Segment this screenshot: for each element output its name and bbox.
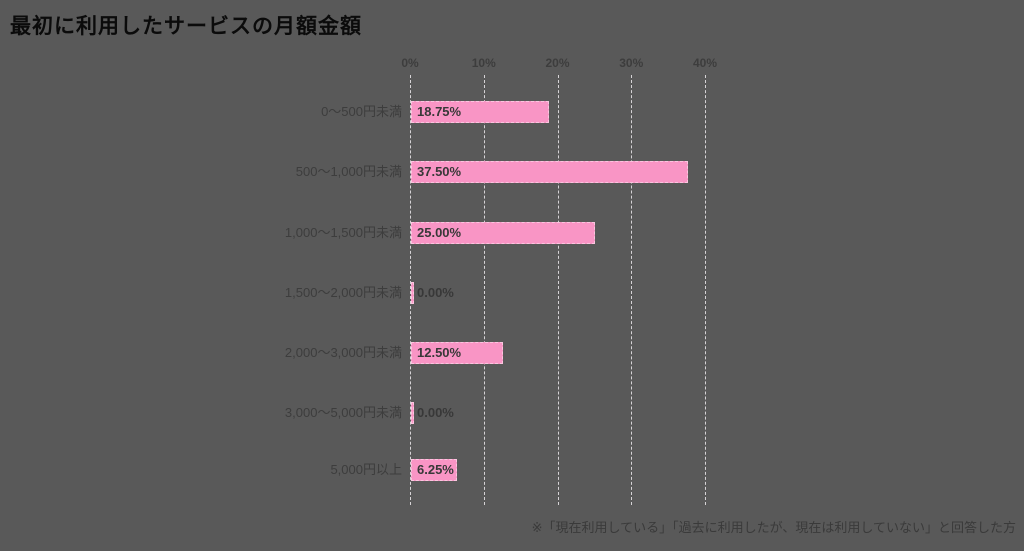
category-label: 2,000〜3,000円未満 — [284, 345, 402, 360]
chart-footnote: ※「現在利用している」「過去に利用したが、現在は利用していない」と回答した方 — [531, 520, 1016, 535]
gridline — [410, 75, 411, 505]
value-label: 12.50% — [417, 345, 462, 360]
bar — [411, 161, 688, 183]
category-label: 500〜1,000円未満 — [295, 164, 402, 179]
x-tick-label: 0% — [401, 56, 419, 70]
value-label: 0.00% — [417, 405, 454, 420]
bar — [411, 101, 550, 123]
category-label: 3,000〜5,000円未満 — [284, 405, 402, 420]
bar — [411, 282, 414, 304]
bar — [411, 459, 458, 481]
gridline — [631, 75, 633, 505]
gridline — [483, 75, 485, 505]
x-tick-label: 10% — [471, 56, 496, 70]
bar — [411, 402, 414, 424]
value-label: 37.50% — [417, 164, 462, 179]
bar — [411, 222, 596, 244]
gridline — [557, 75, 559, 505]
value-label: 6.25% — [417, 462, 454, 477]
bar — [411, 342, 504, 364]
gridline — [705, 75, 706, 505]
x-tick-label: 20% — [545, 56, 570, 70]
value-label: 18.75% — [417, 104, 462, 119]
category-label: 1,500〜2,000円未満 — [284, 285, 402, 300]
value-label: 25.00% — [417, 225, 462, 240]
category-label: 1,000〜1,500円未満 — [284, 225, 402, 240]
category-label: 0〜500円未満 — [321, 104, 402, 119]
chart-title: 最初に利用したサービスの月額金額 — [10, 15, 362, 38]
value-label: 0.00% — [417, 285, 454, 300]
x-tick-label: 30% — [619, 56, 644, 70]
x-tick-label: 40% — [692, 56, 718, 70]
category-label: 5,000円以上 — [330, 462, 402, 477]
